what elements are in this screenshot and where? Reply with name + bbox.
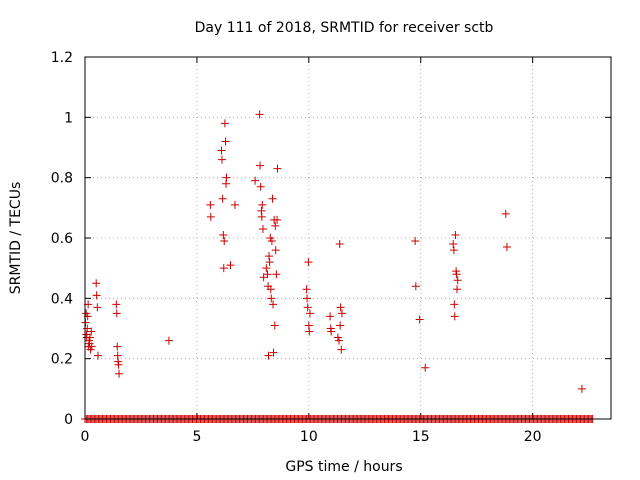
data-point bbox=[256, 110, 264, 118]
data-point bbox=[207, 213, 215, 221]
data-point bbox=[503, 243, 511, 251]
data-point bbox=[272, 270, 280, 278]
data-point bbox=[336, 321, 344, 329]
x-tick-label: 5 bbox=[192, 429, 201, 445]
srmtid-scatter-chart: Day 111 of 2018, SRMTID for receiver sct… bbox=[0, 0, 640, 480]
data-point bbox=[306, 309, 314, 317]
data-point bbox=[94, 352, 102, 360]
axis-ticks bbox=[85, 57, 611, 419]
y-tick-label: 0.4 bbox=[51, 291, 73, 307]
data-point bbox=[305, 328, 313, 336]
data-point bbox=[266, 258, 274, 266]
y-axis-label: SRMTID / TECUs bbox=[8, 182, 24, 295]
x-tick-label: 10 bbox=[300, 429, 318, 445]
data-point bbox=[206, 201, 214, 209]
gridlines bbox=[85, 57, 611, 419]
data-point bbox=[304, 258, 312, 266]
x-axis-tick-labels: 0 5 10 15 20 bbox=[81, 429, 542, 445]
data-point bbox=[453, 285, 461, 293]
data-point bbox=[218, 156, 226, 164]
data-point bbox=[165, 337, 173, 345]
data-point bbox=[421, 364, 429, 372]
data-point bbox=[115, 370, 123, 378]
data-point bbox=[265, 252, 273, 260]
data-point bbox=[218, 147, 226, 155]
data-point bbox=[267, 294, 275, 302]
data-point bbox=[578, 385, 586, 393]
data-point bbox=[92, 279, 100, 287]
data-point bbox=[271, 222, 279, 230]
data-point bbox=[269, 195, 277, 203]
data-point bbox=[450, 246, 458, 254]
data-point bbox=[273, 165, 281, 173]
data-point bbox=[257, 183, 265, 191]
data-point bbox=[451, 312, 459, 320]
data-point bbox=[219, 231, 227, 239]
y-tick-label: 0.2 bbox=[51, 352, 73, 368]
data-point bbox=[222, 174, 230, 182]
data-point bbox=[502, 210, 510, 218]
data-point bbox=[450, 300, 458, 308]
data-point bbox=[337, 346, 345, 354]
data-point bbox=[259, 225, 267, 233]
y-axis-tick-labels: 0 0.2 0.4 0.6 0.8 1 1.2 bbox=[51, 50, 73, 428]
data-point bbox=[219, 195, 227, 203]
data-point bbox=[416, 315, 424, 323]
data-point bbox=[454, 276, 462, 284]
data-point bbox=[113, 343, 121, 351]
y-tick-label: 1.2 bbox=[51, 50, 73, 66]
data-point bbox=[258, 201, 266, 209]
data-point bbox=[451, 231, 459, 239]
data-point bbox=[337, 303, 345, 311]
data-point bbox=[269, 300, 277, 308]
x-tick-label: 15 bbox=[412, 429, 430, 445]
data-point bbox=[338, 309, 346, 317]
data-point bbox=[412, 282, 420, 290]
data-points bbox=[81, 110, 597, 423]
data-point bbox=[304, 303, 312, 311]
data-point bbox=[113, 309, 121, 317]
data-point bbox=[256, 162, 264, 170]
data-point bbox=[326, 312, 334, 320]
y-tick-label: 1 bbox=[64, 110, 73, 126]
x-tick-label: 20 bbox=[524, 429, 542, 445]
data-point bbox=[93, 303, 101, 311]
data-point bbox=[271, 321, 279, 329]
y-tick-label: 0.8 bbox=[51, 171, 73, 187]
data-point bbox=[336, 240, 344, 248]
y-tick-label: 0.6 bbox=[51, 231, 73, 247]
data-point bbox=[449, 240, 457, 248]
x-axis-label: GPS time / hours bbox=[285, 459, 402, 475]
data-point bbox=[262, 264, 270, 272]
data-point bbox=[303, 294, 311, 302]
x-tick-label: 0 bbox=[81, 429, 90, 445]
data-point bbox=[112, 300, 120, 308]
chart-title: Day 111 of 2018, SRMTID for receiver sct… bbox=[195, 20, 494, 36]
data-point bbox=[231, 201, 239, 209]
y-tick-label: 0 bbox=[64, 412, 73, 428]
plot-frame bbox=[85, 57, 611, 419]
data-point bbox=[258, 213, 266, 221]
data-point bbox=[222, 137, 230, 145]
data-point bbox=[272, 246, 280, 254]
data-point bbox=[303, 285, 311, 293]
data-point bbox=[221, 119, 229, 127]
